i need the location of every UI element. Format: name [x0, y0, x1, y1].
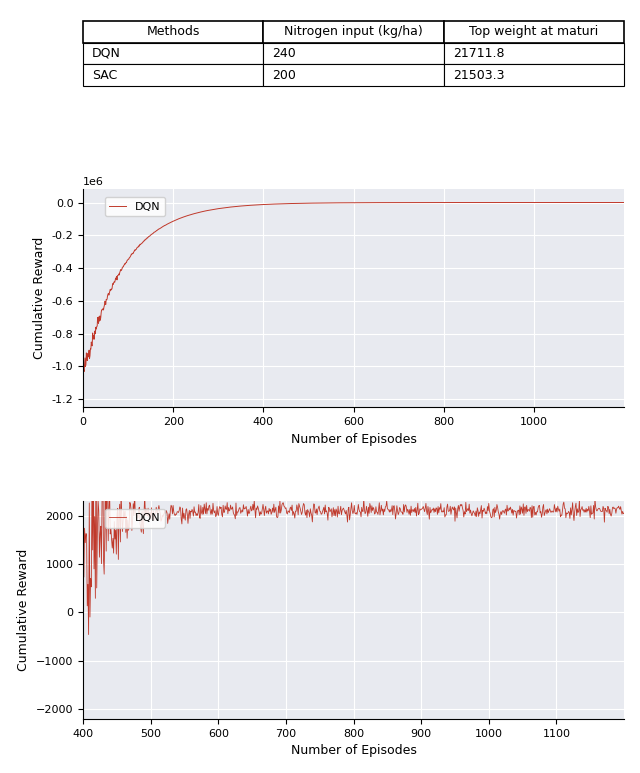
X-axis label: Number of Episodes: Number of Episodes	[291, 744, 417, 758]
Legend: DQN: DQN	[105, 509, 165, 528]
DQN	[327, 506, 335, 515]
DQN	[620, 198, 628, 207]
DQN	[92, 418, 100, 427]
DQN	[423, 506, 431, 516]
DQN	[80, 365, 88, 374]
DQN	[315, 199, 323, 208]
DQN	[79, 534, 87, 543]
DQN	[616, 505, 624, 514]
DQN	[152, 226, 159, 236]
DQN	[364, 198, 372, 207]
DQN	[80, 367, 88, 376]
DQN	[376, 198, 383, 207]
DQN	[160, 510, 168, 519]
X-axis label: Number of Episodes: Number of Episodes	[291, 433, 417, 445]
DQN	[172, 216, 179, 225]
DQN	[84, 630, 92, 639]
DQN	[262, 199, 270, 209]
Text: 1e6: 1e6	[83, 177, 104, 187]
Legend: DQN: DQN	[105, 197, 165, 216]
Line: DQN: DQN	[84, 203, 624, 372]
DQN	[223, 498, 231, 507]
DQN	[154, 509, 161, 519]
Y-axis label: Cumulative Reward: Cumulative Reward	[17, 549, 31, 671]
Line: DQN: DQN	[83, 423, 624, 635]
DQN	[620, 509, 628, 518]
Y-axis label: Cumulative Reward: Cumulative Reward	[33, 237, 46, 359]
